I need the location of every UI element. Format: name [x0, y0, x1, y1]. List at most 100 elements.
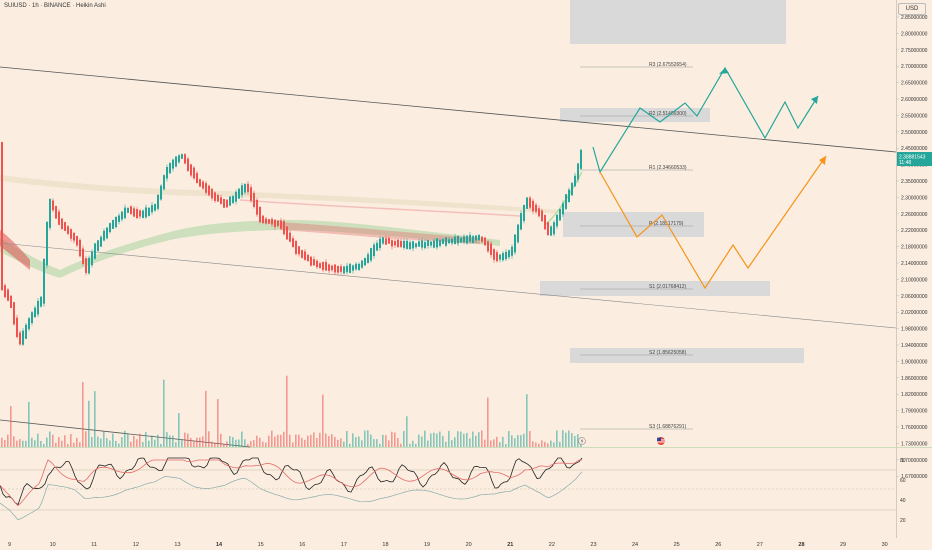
volume-bar — [394, 432, 396, 447]
volume-bar — [214, 443, 216, 447]
volume-bar — [364, 431, 366, 447]
symbol-title[interactable]: SUIUSD · 1h · BINANCE · Heikin Ashi — [4, 3, 106, 9]
candle-body — [268, 219, 270, 223]
candle-body — [385, 238, 387, 244]
time-tick-label: 20 — [466, 542, 472, 548]
candle-body — [46, 222, 48, 266]
candle-body — [121, 212, 123, 220]
candle-body — [19, 333, 21, 345]
volume-bar — [223, 444, 225, 447]
volume-bar — [61, 441, 63, 447]
rsi-pane[interactable] — [0, 458, 896, 520]
candle-body — [166, 167, 168, 179]
candle-body — [403, 241, 405, 248]
rsi-axis[interactable]: 80 60 40 20 — [900, 458, 906, 524]
candle-body — [436, 238, 438, 247]
volume-bar — [220, 434, 222, 447]
volume-bar — [199, 438, 201, 447]
time-tick-label: 13 — [174, 542, 180, 548]
volume-bar — [343, 442, 345, 447]
candle-body — [274, 220, 276, 227]
volume-bar — [298, 435, 300, 447]
volume-bar — [361, 440, 363, 447]
volume-bar — [274, 437, 276, 447]
candle-body — [184, 154, 186, 163]
volume-bar — [547, 443, 549, 447]
volume-bar — [415, 444, 417, 447]
current-price-tag: 2.38881543 11:48 — [897, 152, 932, 166]
candle-body — [571, 183, 573, 196]
s3-label: S3 (1.68876291) — [649, 424, 687, 430]
candle-body — [508, 250, 510, 257]
candle-body — [49, 199, 51, 228]
candle-body — [238, 189, 240, 199]
volume-bar — [154, 440, 156, 447]
time-tick-label: 17 — [341, 542, 347, 548]
rsi-line — [0, 458, 582, 505]
currency-selector[interactable]: USD — [898, 3, 926, 15]
candle-body — [22, 331, 24, 345]
volume-bar — [133, 436, 135, 447]
volume-bar — [439, 432, 441, 447]
volume-bar — [358, 436, 360, 447]
volume-bar — [172, 436, 174, 447]
time-tick-label: 11 — [91, 542, 97, 548]
volume-bar — [229, 436, 231, 447]
volume-bar — [328, 436, 330, 447]
candle-body — [154, 204, 156, 211]
candle-body — [487, 241, 489, 251]
volume-bar — [100, 439, 102, 447]
s1-label: S1 (2.01768412) — [649, 284, 687, 290]
volume-bar — [337, 440, 339, 447]
volume-bar — [187, 434, 189, 447]
candle-body — [175, 156, 177, 166]
candle-body — [283, 221, 285, 234]
volume-bar — [67, 444, 69, 447]
candle-body — [55, 206, 57, 218]
volume-bar — [238, 439, 240, 447]
volume-bar — [334, 437, 336, 447]
price-tick-label: 2.02000000 — [901, 310, 928, 316]
us-flag-icon[interactable] — [657, 437, 665, 445]
volume-bar — [112, 434, 114, 447]
candle-body — [67, 226, 69, 234]
candle-body — [547, 222, 549, 235]
price-axis[interactable]: 2.85000000 2.80000000 2.75000000 2.70000000… — [896, 15, 928, 480]
lightning-icon[interactable] — [579, 438, 586, 445]
candle-body — [304, 251, 306, 259]
candle-body — [511, 247, 513, 256]
candle-body — [292, 238, 294, 247]
price-tick-label: 1.86000000 — [901, 376, 928, 382]
volume-bar — [259, 438, 261, 447]
candle-body — [247, 184, 249, 192]
volume-histogram — [1, 376, 582, 447]
candle-body — [85, 258, 87, 273]
volume-bar — [445, 442, 447, 447]
candle-body — [52, 201, 54, 211]
current-price-countdown: 11:48 — [899, 160, 911, 166]
volume-bar — [472, 431, 474, 447]
price-tick-label: 2.80000000 — [901, 31, 928, 37]
volume-bar — [412, 441, 414, 447]
candle-body — [427, 240, 429, 246]
volume-bar — [385, 435, 387, 447]
candle-body — [424, 242, 426, 248]
volume-bar — [325, 433, 327, 447]
price-tick-label: 1.90000000 — [901, 359, 928, 365]
volume-bar — [202, 436, 204, 447]
candle-body — [541, 211, 543, 222]
volume-bar — [541, 440, 543, 447]
candle-body — [160, 186, 162, 200]
candle-body — [349, 264, 351, 273]
time-tick-label: 19 — [424, 542, 430, 548]
bullish-arrow-head-2 — [811, 96, 818, 104]
candle-body — [505, 252, 507, 259]
volume-bar — [79, 442, 81, 447]
time-axis[interactable]: 9 10 11 12 13 14 15 16 17 18 19 20 21 22 23 24 25 26 27 28 2… — [8, 542, 888, 548]
volume-bar — [151, 435, 153, 447]
volume-bar — [94, 391, 96, 447]
volume-bar — [295, 435, 297, 447]
price-tick-label: 2.55000000 — [901, 113, 928, 119]
